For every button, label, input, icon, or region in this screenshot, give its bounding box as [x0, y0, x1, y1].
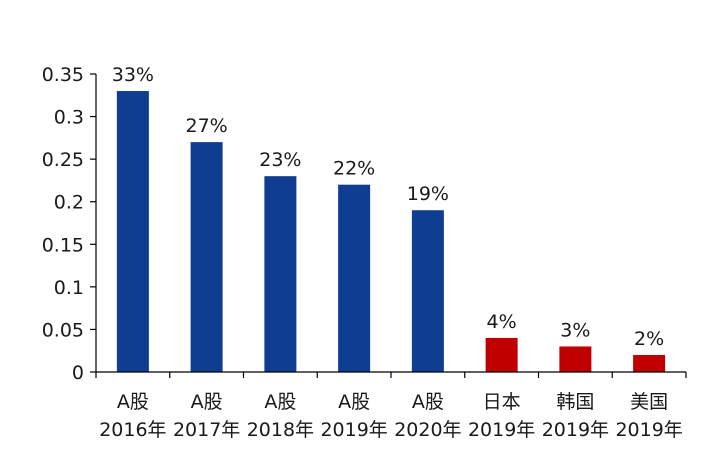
x-category-label-market: A股 — [117, 391, 149, 413]
bar-value-label: 2% — [634, 328, 664, 350]
bar-value-label: 33% — [112, 64, 154, 86]
x-category-label-market: A股 — [338, 391, 370, 413]
bar — [338, 184, 371, 372]
x-category-label-year: 2020年 — [394, 419, 461, 441]
y-tick-label: 0.15 — [42, 234, 84, 256]
bar — [633, 354, 666, 372]
y-tick-label: 0.1 — [54, 277, 84, 299]
x-category-label-market: A股 — [264, 391, 296, 413]
bar — [264, 176, 297, 372]
y-tick-label: 0.3 — [54, 107, 84, 129]
x-category-label-market: A股 — [412, 391, 444, 413]
x-category-label-year: 2019年 — [542, 419, 609, 441]
x-category-label-market: 美国 — [630, 391, 668, 413]
bar — [485, 337, 518, 372]
bar-value-label: 19% — [407, 183, 449, 205]
x-category-label-market: A股 — [191, 391, 223, 413]
data-labels: 33% 27% 23% 22% 19% 4% 3% 2% — [112, 64, 664, 350]
x-category-label-market: 日本 — [483, 391, 521, 413]
y-tick-label: 0 — [72, 362, 84, 384]
x-category-label-year: 2016年 — [99, 419, 166, 441]
y-tick-label: 0.05 — [42, 319, 84, 341]
x-category-label-market: 韩国 — [556, 391, 594, 413]
bar — [190, 142, 223, 372]
bar-value-label: 4% — [487, 311, 517, 333]
x-category-label-year: 2017年 — [173, 419, 240, 441]
bar — [116, 91, 149, 373]
bar — [559, 346, 592, 372]
x-category-label-year: 2019年 — [320, 419, 387, 441]
y-tick-label: 0.35 — [42, 64, 84, 86]
x-category-label-year: 2019年 — [615, 419, 682, 441]
bar-value-label: 23% — [259, 149, 301, 171]
bar — [411, 210, 444, 372]
y-tick-label: 0.25 — [42, 149, 84, 171]
bars — [116, 91, 666, 373]
y-tick-label: 0.2 — [54, 192, 84, 214]
bar-value-label: 22% — [333, 158, 375, 180]
bar-value-label: 3% — [560, 319, 590, 341]
x-category-label-year: 2019年 — [468, 419, 535, 441]
bar-value-label: 27% — [186, 115, 228, 137]
y-axis: 0 0.05 0.1 0.15 0.2 0.25 0.3 0.35 — [42, 64, 97, 384]
x-category-label-year: 2018年 — [247, 419, 314, 441]
